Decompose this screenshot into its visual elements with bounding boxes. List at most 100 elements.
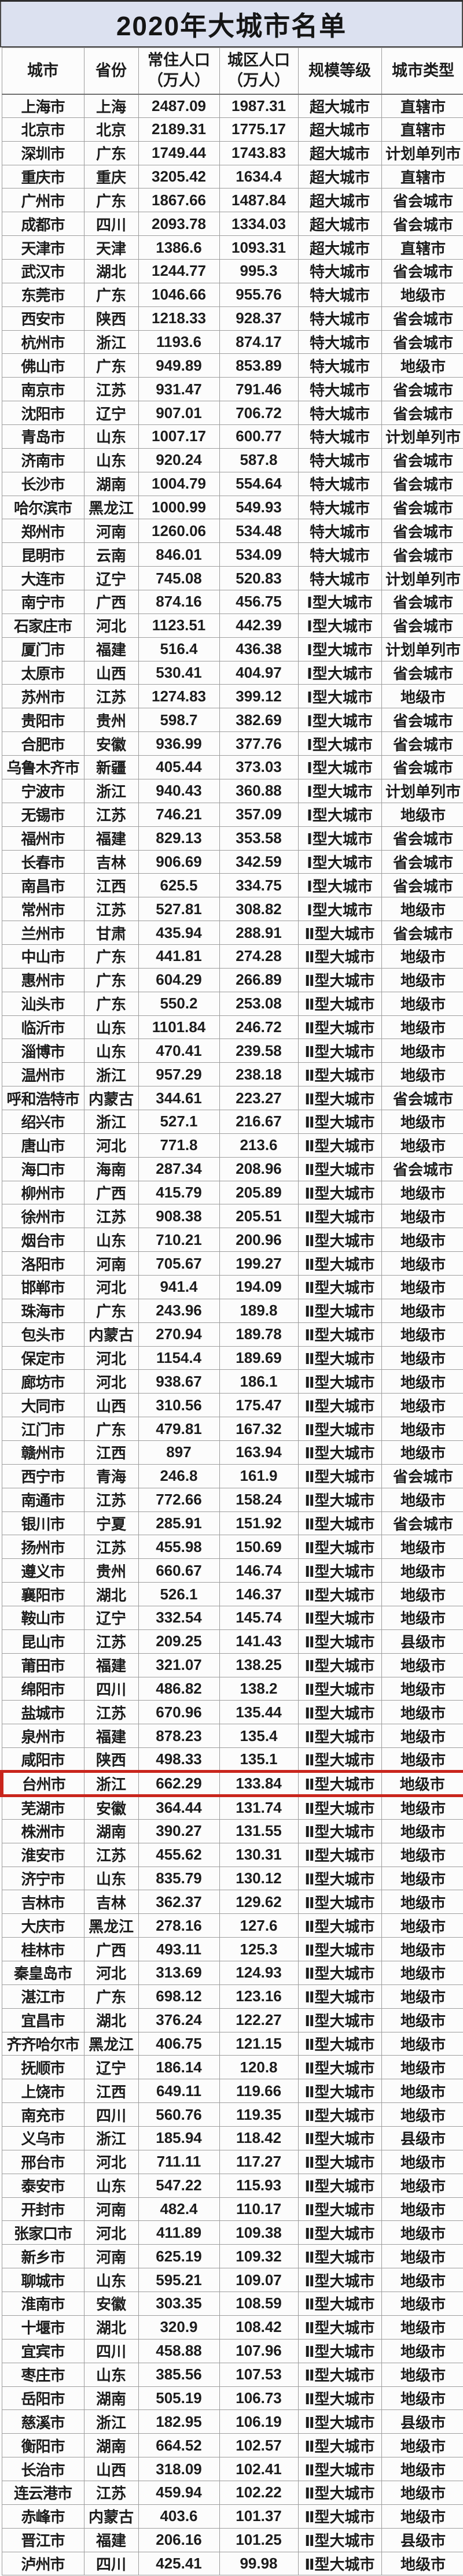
cell-resident-population: 1000.99 (138, 495, 220, 520)
cell-urban-population: 106.19 (219, 2409, 299, 2434)
cell-province: 广东 (83, 353, 139, 378)
cell-city-type: 地级市 (381, 1109, 463, 1134)
cell-city-type: 地级市 (381, 1747, 463, 1772)
cell-scale-level: 特大城市 (297, 495, 382, 520)
table-row: 成都市 四川 2093.78 1334.03 超大城市 省会城市 (1, 212, 463, 236)
cell-resident-population: 318.09 (138, 2457, 220, 2481)
cell-resident-population: 772.66 (138, 1487, 220, 1512)
cell-urban-population: 158.24 (219, 1487, 299, 1512)
cell-city: 中山市 (1, 944, 84, 969)
table-row: 唐山市 河北 771.8 213.6 Ⅱ型大城市 地级市 (1, 1133, 463, 1158)
cell-city-type: 地级市 (381, 2197, 463, 2222)
cell-resident-population: 278.16 (138, 1913, 220, 1938)
cell-province: 山东 (83, 1015, 139, 1040)
cell-resident-population: 1004.79 (138, 471, 220, 496)
cell-resident-population: 829.13 (138, 826, 220, 851)
cell-city: 聊城市 (1, 2268, 84, 2293)
cell-resident-population: 878.23 (138, 1724, 220, 1749)
cell-city-type: 地级市 (381, 991, 463, 1016)
cell-resident-population: 243.96 (138, 1298, 220, 1323)
table-row: 晋江市 福建 206.16 101.25 Ⅱ型大城市 县级市 (1, 2527, 463, 2552)
cell-city-type: 省会城市 (381, 826, 463, 851)
cell-resident-population: 486.82 (138, 1676, 220, 1701)
cell-scale-level: Ⅱ型大城市 (297, 2102, 382, 2127)
table-row: 齐齐哈尔市 黑龙江 406.75 121.15 Ⅱ型大城市 地级市 (1, 2031, 463, 2056)
cell-city: 淮安市 (1, 1842, 84, 1867)
cell-resident-population: 303.35 (138, 2292, 220, 2316)
cell-city-type: 地级市 (381, 1015, 463, 1040)
cell-province: 河北 (83, 1961, 139, 1985)
cell-city-type: 地级市 (381, 1393, 463, 1418)
cell-province: 福建 (83, 637, 139, 661)
cell-city: 福州市 (1, 826, 84, 851)
table-row: 慈溪市 浙江 182.95 106.19 Ⅱ型大城市 县级市 (1, 2409, 463, 2434)
cell-resident-population: 771.8 (138, 1133, 220, 1158)
cell-resident-population: 941.4 (138, 1274, 220, 1299)
cell-city-type: 省会城市 (381, 1463, 463, 1488)
cell-city-type: 省会城市 (381, 1086, 463, 1110)
cell-urban-population: 101.37 (219, 2504, 299, 2529)
cell-urban-population: 189.78 (219, 1322, 299, 1347)
table-row: 烟台市 山东 710.21 200.96 Ⅱ型大城市 地级市 (1, 1228, 463, 1252)
cell-scale-level: Ⅱ型大城市 (297, 1984, 382, 2009)
cell-city: 泰安市 (1, 2173, 84, 2198)
cell-resident-population: 705.67 (138, 1251, 220, 1276)
cell-city-type: 地级市 (381, 1322, 463, 1347)
cell-resident-population: 1046.66 (138, 282, 220, 307)
cell-city-type: 地级市 (381, 1842, 463, 1867)
table-row: 天津市 天津 1386.6 1093.31 超大城市 直辖市 (1, 235, 463, 260)
cell-urban-population: 135.1 (219, 1747, 299, 1772)
cell-urban-population: 109.38 (219, 2220, 299, 2245)
cell-resident-population: 403.6 (138, 2504, 220, 2529)
cell-city: 赣州市 (1, 1440, 84, 1465)
cell-urban-population: 442.39 (219, 613, 299, 638)
cell-province: 河南 (83, 2197, 139, 2222)
cell-province: 河南 (83, 2244, 139, 2269)
cell-city-type: 地级市 (381, 1487, 463, 1512)
cell-urban-population: 122.27 (219, 2008, 299, 2032)
cell-resident-population: 498.33 (138, 1747, 220, 1772)
table-row: 泉州市 福建 878.23 135.4 Ⅱ型大城市 地级市 (1, 1724, 463, 1749)
cell-scale-level: Ⅱ型大城市 (297, 2338, 382, 2363)
cell-scale-level: Ⅰ型大城市 (297, 802, 382, 827)
cell-province: 山西 (83, 660, 139, 685)
cell-city-type: 省会城市 (381, 1156, 463, 1181)
cell-province: 福建 (83, 2527, 139, 2552)
cell-city-type: 地级市 (381, 1228, 463, 1252)
cell-urban-population: 205.51 (219, 1204, 299, 1229)
cell-province: 四川 (83, 2338, 139, 2363)
cell-scale-level: Ⅱ型大城市 (297, 2551, 382, 2576)
table-row: 芜湖市 安徽 364.44 131.74 Ⅱ型大城市 地级市 (1, 1795, 463, 1820)
cell-city: 徐州市 (1, 1204, 84, 1229)
cell-urban-population: 373.03 (219, 755, 299, 779)
cell-resident-population: 425.41 (138, 2551, 220, 2576)
cell-city: 台州市 (0, 1770, 84, 1798)
cell-city-type: 地级市 (381, 1770, 463, 1798)
cell-urban-population: 266.89 (219, 967, 299, 992)
cell-resident-population: 344.61 (138, 1086, 220, 1110)
table-row: 柳州市 广西 415.79 205.89 Ⅱ型大城市 地级市 (1, 1180, 463, 1205)
cell-scale-level: Ⅰ型大城市 (297, 778, 382, 803)
cell-urban-population: 239.58 (219, 1038, 299, 1063)
cell-province: 贵州 (83, 1558, 139, 1583)
cell-urban-population: 853.89 (219, 353, 299, 378)
cell-city: 芜湖市 (1, 1795, 84, 1820)
cell-city: 昆山市 (1, 1629, 84, 1654)
cell-urban-population: 130.12 (219, 1866, 299, 1891)
cell-city: 吉林市 (1, 1890, 84, 1915)
cell-city-type: 地级市 (381, 1038, 463, 1063)
cell-scale-level: 特大城市 (297, 330, 382, 354)
table-row: 台州市 浙江 662.29 133.84 Ⅱ型大城市 地级市 (0, 1770, 463, 1798)
header-scale-level: 规模等级 (297, 47, 382, 95)
cell-city: 海口市 (1, 1156, 84, 1181)
cell-scale-level: Ⅱ型大城市 (297, 2008, 382, 2032)
cell-scale-level: Ⅱ型大城市 (297, 967, 382, 992)
table-row: 包头市 内蒙古 270.94 189.78 Ⅱ型大城市 地级市 (1, 1322, 463, 1347)
cell-city: 扬州市 (1, 1535, 84, 1559)
cell-scale-level: 特大城市 (297, 353, 382, 378)
cell-resident-population: 385.56 (138, 2362, 220, 2387)
cell-province: 海南 (83, 1156, 139, 1181)
table-row: 贵阳市 贵州 598.7 382.69 Ⅰ型大城市 省会城市 (1, 708, 463, 733)
table-row: 吉林市 吉林 362.37 129.62 Ⅱ型大城市 地级市 (1, 1890, 463, 1915)
cell-province: 安徽 (83, 2292, 139, 2316)
